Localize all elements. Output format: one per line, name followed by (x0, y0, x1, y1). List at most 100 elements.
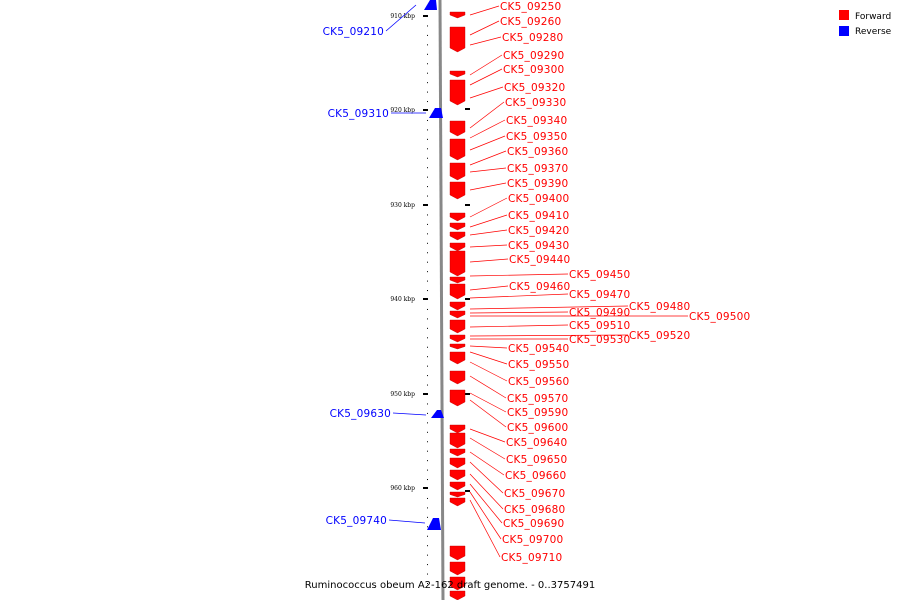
forward-gene-label[interactable]: CK5_09600 (507, 422, 568, 434)
forward-gene-arrow[interactable] (449, 481, 466, 491)
reverse-gene-arrow[interactable] (427, 518, 441, 530)
forward-gene-arrow[interactable] (449, 181, 466, 200)
minor-tick (427, 583, 428, 584)
forward-gene-leader (469, 197, 508, 218)
minor-tick (427, 460, 428, 462)
forward-gene-arrow[interactable] (449, 432, 466, 449)
forward-gene-arrow[interactable] (449, 370, 466, 385)
forward-gene-leader (469, 214, 508, 228)
minor-tick (427, 242, 428, 244)
forward-gene-label[interactable]: CK5_09570 (507, 393, 568, 405)
reverse-gene-label[interactable]: CK5_09630 (330, 408, 391, 420)
forward-gene-arrow[interactable] (449, 231, 466, 241)
forward-gene-arrow[interactable] (449, 276, 466, 284)
forward-gene-arrow[interactable] (449, 351, 466, 365)
forward-gene-arrow[interactable] (449, 389, 466, 407)
forward-gene-label[interactable]: CK5_09660 (505, 470, 566, 482)
forward-gene-label[interactable]: CK5_09400 (508, 193, 569, 205)
forward-gene-arrow[interactable] (449, 497, 466, 507)
forward-gene-label[interactable]: CK5_09680 (504, 504, 565, 516)
minor-tick (427, 148, 428, 150)
forward-gene-label[interactable]: CK5_09710 (501, 552, 562, 564)
forward-gene-label[interactable]: CK5_09700 (502, 534, 563, 546)
reverse-gene-label[interactable]: CK5_09310 (328, 108, 389, 120)
forward-gene-label[interactable]: CK5_09250 (500, 1, 561, 13)
forward-gene-label[interactable]: CK5_09520 (629, 330, 690, 342)
forward-gene-leader (469, 428, 506, 443)
forward-gene-label[interactable]: CK5_09340 (506, 115, 567, 127)
minor-tick (427, 479, 428, 481)
forward-gene-arrow[interactable] (449, 319, 466, 334)
forward-gene-arrow[interactable] (449, 26, 466, 53)
reverse-gene-arrow[interactable] (431, 410, 444, 418)
forward-gene-leader (469, 483, 503, 524)
minor-tick (427, 261, 428, 263)
forward-gene-label[interactable]: CK5_09440 (509, 254, 570, 266)
forward-gene-label[interactable]: CK5_09550 (508, 359, 569, 371)
forward-gene-arrow[interactable] (449, 301, 466, 311)
forward-gene-label[interactable]: CK5_09690 (503, 518, 564, 530)
forward-gene-label[interactable]: CK5_09350 (506, 131, 567, 143)
forward-gene-label[interactable]: CK5_09410 (508, 210, 569, 222)
forward-gene-label[interactable]: CK5_09460 (509, 281, 570, 293)
forward-gene-label[interactable]: CK5_09650 (506, 454, 567, 466)
forward-gene-label[interactable]: CK5_09420 (508, 225, 569, 237)
forward-gene-label[interactable]: CK5_09470 (569, 289, 630, 301)
forward-gene-arrow[interactable] (449, 576, 466, 591)
forward-gene-arrow[interactable] (449, 79, 466, 106)
forward-gene-label[interactable]: CK5_09280 (502, 32, 563, 44)
forward-gene-arrow[interactable] (449, 212, 466, 222)
forward-gene-arrow[interactable] (449, 283, 466, 300)
forward-gene-label[interactable]: CK5_09480 (629, 301, 690, 313)
gene-labels-layer: CK5_09210 CK5_09310 CK5_09630 CK5_09740 CK5_… (323, 1, 751, 564)
forward-gene-arrow[interactable] (449, 424, 466, 434)
forward-gene-label[interactable]: CK5_09300 (503, 64, 564, 76)
forward-gene-arrow[interactable] (449, 491, 466, 498)
forward-gene-label[interactable]: CK5_09260 (500, 16, 561, 28)
reverse-gene-label[interactable]: CK5_09740 (326, 515, 387, 527)
forward-gene-label[interactable]: CK5_09590 (507, 407, 568, 419)
forward-gene-arrow[interactable] (449, 469, 466, 481)
forward-gene-leader (469, 285, 509, 291)
forward-gene-leader (469, 334, 629, 337)
forward-gene-label[interactable]: CK5_09670 (504, 488, 565, 500)
forward-gene-label[interactable]: CK5_09290 (503, 50, 564, 62)
minor-tick (427, 526, 428, 528)
forward-gene-label[interactable]: CK5_09490 (569, 307, 630, 319)
forward-gene-label[interactable]: CK5_09370 (507, 163, 568, 175)
reverse-gene-arrow[interactable] (429, 108, 443, 118)
forward-gene-label[interactable]: CK5_09330 (505, 97, 566, 109)
forward-gene-arrow[interactable] (449, 448, 466, 457)
reverse-gene-arrow[interactable] (424, 0, 437, 10)
forward-gene-label[interactable]: CK5_09430 (508, 240, 569, 252)
forward-gene-label[interactable]: CK5_09360 (507, 146, 568, 158)
minor-tick (427, 431, 428, 433)
forward-gene-arrow[interactable] (449, 120, 466, 137)
forward-gene-arrow[interactable] (449, 222, 466, 231)
forward-gene-label[interactable]: CK5_09530 (569, 334, 630, 346)
forward-gene-arrow[interactable] (449, 310, 466, 319)
forward-gene-arrow[interactable] (449, 457, 466, 469)
forward-gene-arrow[interactable] (449, 138, 466, 161)
forward-gene-arrow[interactable] (449, 334, 466, 343)
forward-gene-arrow[interactable] (449, 561, 466, 576)
forward-gene-leader (469, 150, 507, 166)
tick-mark (423, 393, 428, 395)
forward-gene-label[interactable]: CK5_09560 (508, 376, 569, 388)
forward-gene-arrow[interactable] (449, 545, 466, 561)
forward-gene-arrow[interactable] (449, 70, 466, 78)
forward-gene-label[interactable]: CK5_09500 (689, 311, 750, 323)
forward-gene-arrow[interactable] (449, 162, 466, 181)
forward-gene-label[interactable]: CK5_09390 (507, 178, 568, 190)
reverse-gene-label[interactable]: CK5_09210 (323, 26, 384, 38)
forward-gene-label[interactable]: CK5_09320 (504, 82, 565, 94)
forward-gene-label[interactable]: CK5_09450 (569, 269, 630, 281)
forward-gene-label[interactable]: CK5_09640 (506, 437, 567, 449)
forward-gene-arrow[interactable] (449, 590, 466, 600)
forward-gene-arrow[interactable] (449, 250, 466, 277)
forward-gene-label[interactable]: CK5_09510 (569, 320, 630, 332)
forward-gene-arrow[interactable] (449, 343, 466, 350)
forward-gene-arrow[interactable] (449, 242, 466, 252)
forward-gene-label[interactable]: CK5_09540 (508, 343, 569, 355)
forward-gene-arrow[interactable] (449, 11, 466, 19)
